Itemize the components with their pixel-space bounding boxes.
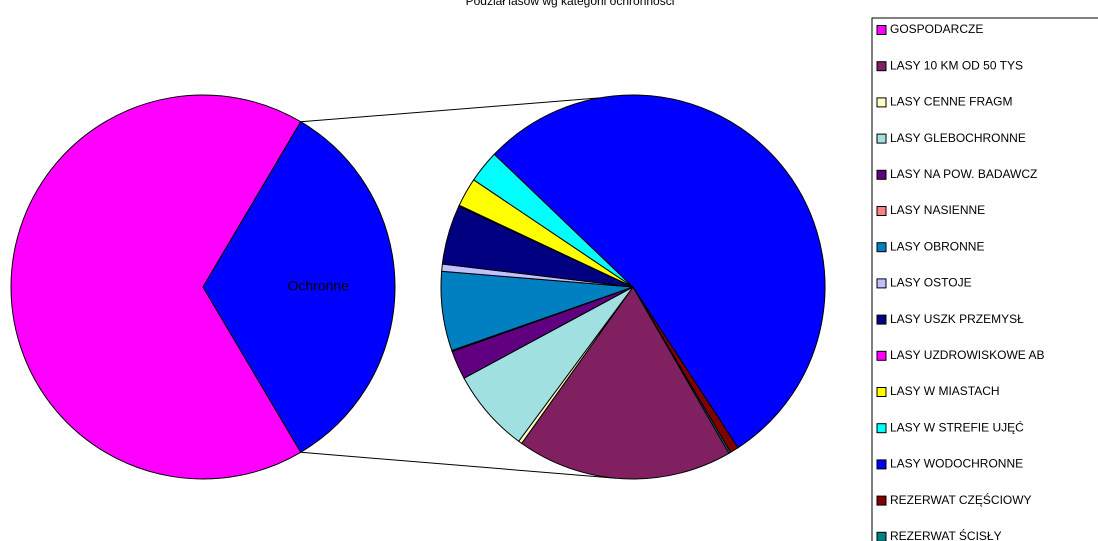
pie-slice	[632, 286, 732, 454]
pie-slice	[202, 121, 396, 453]
legend-label: LASY 10 KM OD 50 TYS	[890, 58, 1023, 72]
legend-swatch	[876, 495, 887, 506]
connector-line	[300, 451, 617, 479]
legend-label: LASY W STREFIE UJĘĆ	[890, 419, 1024, 434]
legend-label: LASY OSTOJE	[890, 276, 972, 290]
legend-label: LASY NA POW. BADAWCZ	[890, 167, 1037, 181]
legend-swatch	[876, 242, 887, 253]
legend-label: LASY CENNE FRAGM	[890, 95, 1012, 109]
pie-slice	[10, 94, 302, 480]
legend-swatch	[876, 206, 887, 216]
legend-swatch	[876, 169, 887, 180]
chart-title: Podział lasów wg kategorii ochronności	[466, 0, 675, 8]
legend-label: LASY NASIENNE	[890, 203, 985, 217]
legend-label: REZERWAT CZĘŚCIOWY	[890, 492, 1032, 507]
legend-label: REZERWAT ŚCISŁY	[890, 528, 1002, 541]
connector-line	[300, 97, 600, 123]
legend-label: LASY WODOCHRONNE	[890, 457, 1023, 471]
legend-label: LASY GLEBOCHRONNE	[890, 131, 1026, 145]
pie-slice	[520, 286, 730, 480]
legend-swatch	[876, 97, 887, 108]
pie-slice	[493, 94, 826, 449]
legend-swatch	[876, 133, 887, 144]
slice-label: Ochronne	[287, 278, 349, 294]
legend-label: LASY W MIASTACH	[890, 384, 1000, 398]
legend-label: GOSPODARCZE	[890, 22, 983, 36]
legend-swatch	[876, 278, 887, 289]
legend-box	[871, 17, 1098, 541]
legend-swatch	[876, 531, 887, 541]
legend-swatch	[876, 314, 887, 325]
legend-swatch	[876, 459, 887, 470]
legend-swatch	[876, 387, 887, 397]
legend-label: LASY OBRONNE	[890, 239, 984, 253]
legend-swatch	[876, 25, 887, 35]
legend-swatch	[876, 350, 887, 361]
legend-swatch	[876, 423, 887, 434]
legend-label: LASY UZDROWISKOWE AB	[890, 348, 1044, 362]
legend-swatch	[876, 61, 887, 72]
legend-label: LASY USZK PRZEMYSŁ	[890, 312, 1024, 326]
